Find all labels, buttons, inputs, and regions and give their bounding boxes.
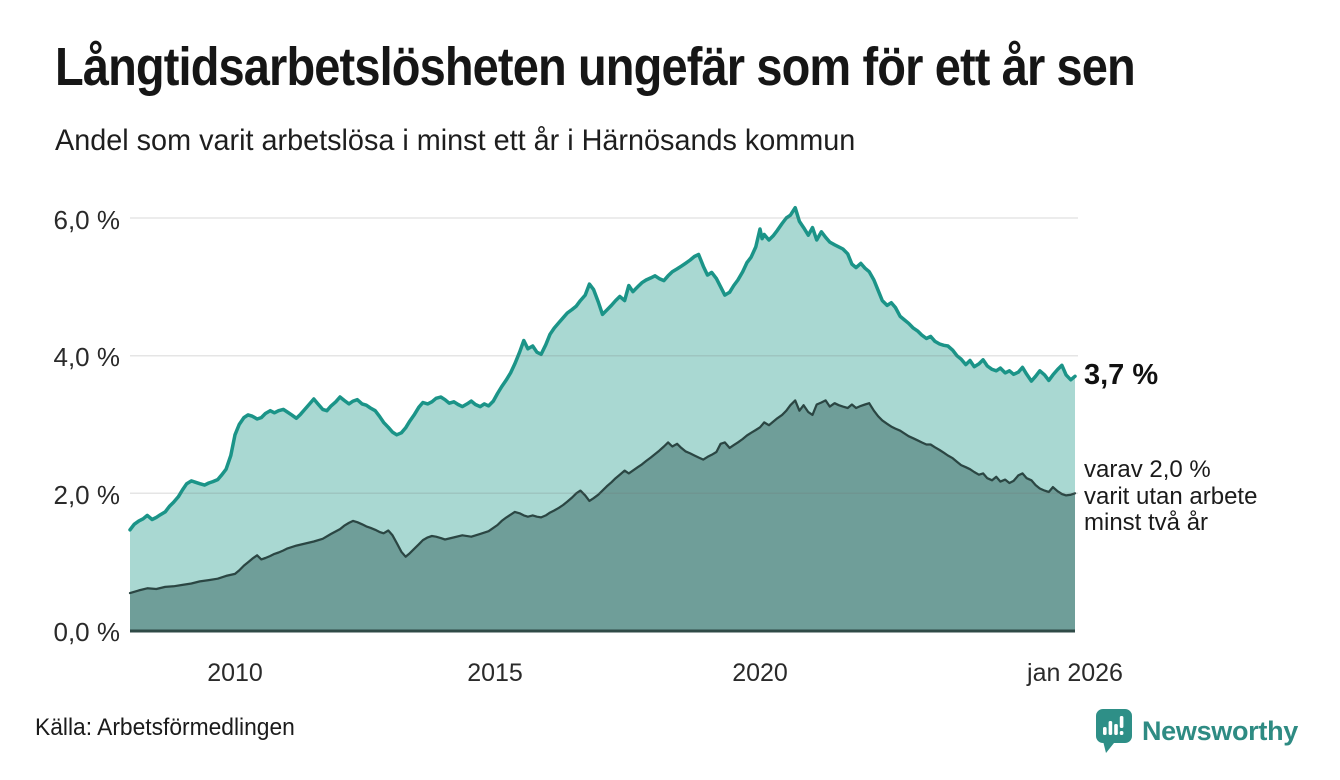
secondary-series-annotation: varav 2,0 % varit utan arbete minst två …: [1084, 456, 1258, 537]
line-minst-ett-ar: [128, 205, 1077, 532]
y-axis-tick-2: 2,0 %: [53, 480, 121, 510]
y-axis-tick-6: 6,0 %: [53, 205, 121, 235]
latest-value-label: 3,7 %: [1084, 359, 1159, 391]
page-subtitle: Andel som varit arbetslösa i minst ett å…: [55, 124, 856, 157]
page-title: Långtidsarbetslösheten ungefär som för e…: [55, 37, 1136, 97]
x-axis-tick-2015: 2015: [467, 659, 523, 687]
x-axis-tick-jan-2026: jan 2026: [1027, 659, 1123, 687]
source-attribution: Källa: Arbetsförmedlingen: [35, 714, 295, 741]
x-axis-tick-2020: 2020: [732, 659, 788, 687]
secondary-annotation-line1: varav 2,0 %: [1084, 456, 1211, 483]
line-minst-tva-ar: [128, 399, 1077, 595]
newsworthy-logo-icon: [1095, 709, 1132, 753]
secondary-annotation-line2: varit utan arbete: [1084, 482, 1258, 510]
newsworthy-logo: Newsworthy: [1095, 708, 1298, 754]
y-axis-tick-0: 0,0 %: [53, 617, 121, 647]
secondary-annotation-line3: minst två år: [1084, 509, 1209, 536]
y-axis-tick-4: 4,0 %: [53, 342, 121, 372]
area-minst-tva-ar: [130, 400, 1075, 631]
newsworthy-wordmark: Newsworthy: [1141, 715, 1298, 746]
x-axis-tick-2010: 2010: [207, 659, 263, 687]
